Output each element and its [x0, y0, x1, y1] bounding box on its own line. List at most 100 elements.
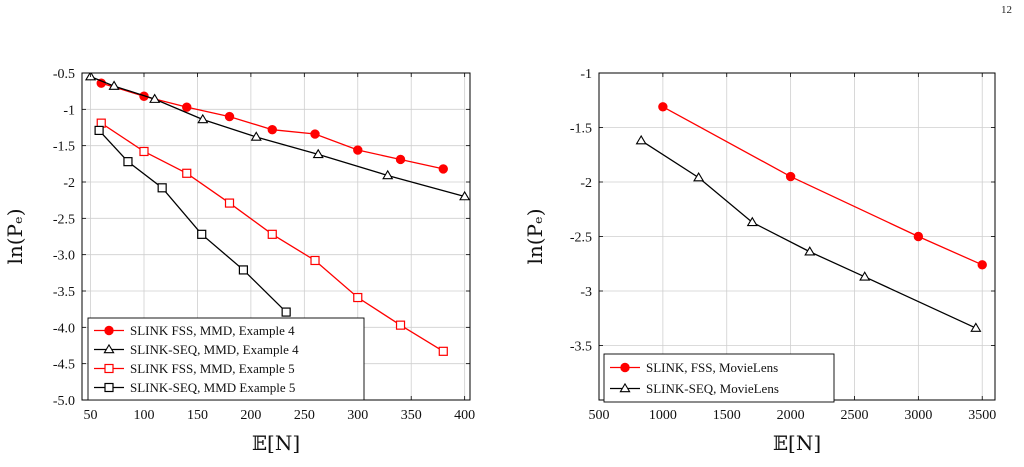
y-tick-label: -5.0 [53, 394, 75, 409]
x-tick-label: 50 [84, 408, 98, 423]
legend-marker [104, 382, 114, 393]
x-tick-label: 100 [133, 408, 154, 423]
legend-label: SLINK FSS, MMD, Example 4 [130, 323, 295, 338]
x-tick-label: 3000 [904, 408, 932, 423]
legend-label: SLINK FSS, MMD, Example 5 [130, 361, 295, 376]
y-tick-label: -1.5 [570, 122, 592, 137]
data-point [94, 125, 104, 136]
data-point [312, 148, 324, 159]
y-tick-label: -2.5 [53, 212, 75, 227]
data-point [281, 307, 291, 317]
y-tick-label: -2 [63, 176, 75, 191]
data-point [250, 131, 262, 141]
x-tick-label: 250 [294, 408, 315, 423]
page-number: 12 [1001, 4, 1012, 16]
x-tick-label: 500 [589, 408, 610, 423]
y-axis-label: ln(Pₑ) [523, 208, 547, 264]
data-point [785, 171, 796, 182]
data-point [859, 271, 871, 281]
y-tick-label: -3.5 [53, 285, 75, 300]
legend: SLINK, FSS, MovieLens SLINK-SEQ, MovieLen… [603, 353, 835, 403]
data-point [353, 292, 363, 303]
data-point [139, 146, 149, 157]
legend-label: SLINK, FSS, MovieLens [646, 360, 778, 375]
data-point [224, 198, 235, 208]
data-point [108, 80, 120, 90]
y-tick-label: -4.0 [53, 321, 75, 336]
legend-label: SLINK-SEQ, MMD Example 5 [130, 380, 295, 395]
data-point [149, 93, 161, 103]
data-point [353, 145, 363, 155]
series-1 [658, 102, 987, 270]
y-tick-label: -4.5 [53, 358, 75, 373]
data-point [459, 190, 470, 201]
data-point [438, 164, 448, 174]
data-point [395, 320, 406, 330]
x-tick-label: 400 [454, 408, 475, 423]
legend-marker [103, 343, 115, 354]
data-point [382, 169, 394, 180]
data-point [310, 255, 320, 266]
legend-box [87, 317, 365, 401]
y-tick-label: -2.5 [570, 231, 592, 246]
grid [598, 72, 995, 400]
y-tick-label: -3 [580, 285, 592, 300]
data-point [267, 124, 277, 135]
x-tick-label: 2000 [777, 408, 805, 423]
y-tick-label: -1.5 [53, 140, 75, 155]
x-tick-label: 2500 [840, 408, 868, 423]
series-2 [635, 134, 982, 332]
data-point [693, 171, 705, 182]
x-tick-label: 200 [240, 408, 261, 423]
data-point [123, 157, 133, 167]
data-point [197, 229, 207, 239]
legend: SLINK FSS, MMD, Example 4 SLINK-SEQ, MMD,… [87, 317, 365, 401]
chart-left: 50 100 150 200 250 300 350 400 -0.5 -1 -1.5 -2 -2.5 -… [3, 67, 475, 455]
data-point [197, 113, 209, 124]
y-tick-label: -3.0 [53, 249, 75, 264]
legend-label: SLINK-SEQ, MMD, Example 4 [130, 342, 299, 357]
series-4 [94, 125, 291, 317]
x-tick-label: 300 [347, 408, 368, 423]
data-point [157, 183, 167, 193]
data-point [746, 216, 758, 227]
x-tick-label: 3500 [968, 408, 996, 423]
x-tick-label: 150 [187, 408, 208, 423]
data-point [238, 265, 248, 275]
legend-marker [104, 363, 114, 374]
data-point [395, 154, 406, 165]
data-point [267, 229, 277, 239]
series-2 [84, 73, 470, 201]
x-axis-label: 𝔼[N] [252, 431, 300, 455]
data-point [438, 346, 448, 356]
chart-right: 500 1000 1500 2000 2500 3000 3500 -1 -1.5 -2 -2.5 -… [523, 67, 996, 455]
data-point [977, 260, 987, 270]
legend-marker [619, 382, 631, 393]
data-point [658, 102, 668, 112]
x-tick-label: 1000 [649, 408, 677, 423]
legend-marker [104, 325, 114, 336]
legend-label: SLINK-SEQ, MovieLens [646, 381, 779, 396]
y-tick-label: -1 [63, 103, 75, 118]
x-tick-label: 350 [401, 408, 422, 423]
x-axis-label: 𝔼[N] [773, 431, 821, 455]
y-tick-label: -3.5 [570, 340, 592, 355]
data-point [913, 231, 924, 242]
series-line [640, 140, 977, 329]
y-axis-label: ln(Pₑ) [3, 208, 27, 264]
legend-marker [620, 362, 630, 373]
data-point [182, 102, 192, 112]
y-tick-label: -2 [580, 176, 592, 191]
series-1 [96, 78, 448, 174]
series-line [662, 106, 983, 266]
data-point [804, 246, 816, 256]
y-tick-label: -1 [580, 67, 592, 82]
data-point [635, 134, 647, 145]
y-tick-label: -0.5 [53, 67, 75, 82]
data-point [970, 322, 982, 332]
data-point [310, 129, 320, 139]
series-line [98, 129, 287, 313]
data-point [224, 111, 235, 122]
series-line [90, 76, 465, 198]
